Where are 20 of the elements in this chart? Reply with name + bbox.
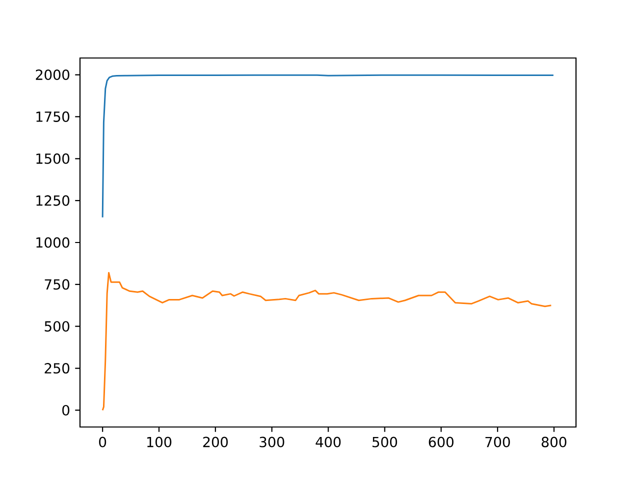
x-tick-label: 700 (485, 436, 510, 448)
y-tick-label: 1500 (36, 153, 70, 164)
y-tick-label: 500 (44, 321, 70, 332)
y-tick-label: 1750 (36, 111, 70, 122)
line-series (102, 272, 552, 411)
y-tick-label: 2000 (36, 70, 70, 80)
x-tick-label: 300 (260, 436, 284, 448)
y-tick-label: 1250 (36, 195, 70, 206)
x-tick-label: 200 (203, 436, 228, 448)
y-tick-label: 750 (44, 279, 70, 290)
x-tick-label: 600 (428, 436, 454, 448)
line-series (102, 74, 554, 218)
y-tick-label: 0 (62, 404, 70, 416)
y-tick-label: 250 (44, 363, 70, 374)
x-tick-label: 100 (147, 436, 172, 448)
x-tick-label: 0 (99, 436, 106, 448)
x-tick-label: 500 (372, 436, 398, 448)
x-tick-label: 800 (542, 436, 566, 448)
y-tick-label: 1000 (36, 237, 70, 248)
x-tick-label: 400 (316, 436, 341, 448)
